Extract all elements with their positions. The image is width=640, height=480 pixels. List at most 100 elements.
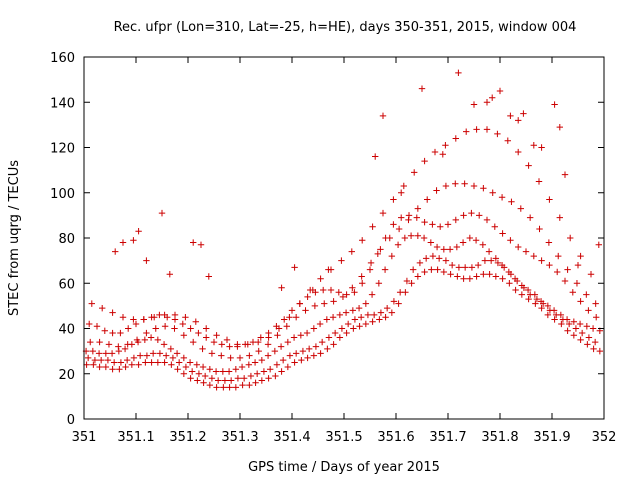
data-point: [141, 336, 149, 344]
data-point: [538, 257, 545, 264]
data-point: [455, 69, 462, 77]
data-point: [507, 112, 514, 120]
data-point: [310, 325, 318, 332]
axis-ticks: 351 351.1 351.2 351.3 351.4 351.5 351.6 351.7 35…: [50, 51, 616, 445]
data-point: [266, 366, 274, 373]
data-point: [115, 343, 122, 350]
data-point: [530, 252, 537, 260]
data-point: [479, 241, 487, 248]
data-point: [379, 112, 387, 120]
data-point: [405, 216, 412, 224]
data-point: [422, 255, 430, 262]
data-point: [403, 277, 411, 285]
data-point: [148, 359, 155, 366]
data-point: [312, 343, 320, 350]
data-point: [480, 185, 487, 192]
data-point: [102, 350, 110, 357]
data-point: [525, 162, 532, 169]
data-point: [424, 196, 431, 203]
data-point: [297, 332, 305, 339]
data-point: [596, 347, 604, 355]
data-point: [206, 381, 214, 389]
data-point: [154, 336, 162, 344]
data-point: [264, 341, 272, 348]
data-point: [206, 366, 214, 373]
data-point: [119, 239, 127, 246]
data-point: [89, 347, 97, 355]
data-point: [398, 189, 405, 196]
data-point: [583, 323, 591, 330]
data-point: [563, 316, 571, 323]
data-point: [330, 298, 337, 305]
data-point: [225, 368, 233, 375]
data-point: [487, 257, 495, 264]
data-point: [283, 323, 290, 330]
data-point: [570, 332, 578, 339]
data-point: [440, 268, 448, 276]
data-point: [86, 320, 93, 328]
data-point: [546, 196, 553, 203]
data-points: [82, 69, 604, 391]
data-point: [375, 280, 383, 287]
data-point: [427, 239, 435, 246]
data-point: [468, 209, 475, 217]
data-point: [152, 325, 159, 332]
data-point: [472, 237, 480, 244]
y-tick-label: 160: [50, 51, 75, 66]
data-point: [255, 347, 262, 355]
data-point: [489, 189, 496, 196]
data-point: [407, 232, 415, 239]
data-point: [109, 366, 116, 373]
data-point: [428, 266, 435, 273]
data-point: [492, 255, 500, 262]
data-point: [533, 295, 541, 303]
data-point: [414, 232, 422, 239]
data-point: [187, 325, 194, 332]
data-point: [265, 334, 272, 341]
data-point: [220, 384, 227, 391]
data-point: [369, 318, 376, 325]
data-point: [96, 363, 103, 371]
data-point: [264, 352, 272, 359]
data-point: [161, 311, 168, 319]
x-tick-label: 351.3: [221, 430, 258, 445]
data-point: [357, 313, 365, 321]
data-point: [351, 316, 359, 323]
data-point: [151, 313, 158, 321]
y-tick-label: 60: [58, 277, 75, 292]
data-point: [512, 286, 519, 294]
data-point: [194, 377, 201, 384]
data-point: [245, 361, 253, 368]
data-point: [190, 239, 197, 246]
data-point: [551, 316, 558, 323]
data-point: [435, 255, 443, 262]
y-tick-label: 140: [50, 96, 75, 111]
data-point: [448, 261, 456, 269]
data-point: [585, 334, 593, 341]
y-tick-label: 40: [58, 323, 75, 338]
data-point: [182, 363, 190, 371]
data-point: [179, 320, 186, 328]
data-point: [193, 361, 201, 368]
data-point: [253, 370, 261, 377]
data-point: [244, 341, 251, 348]
data-point: [212, 368, 220, 375]
data-point: [199, 345, 206, 353]
data-point: [99, 304, 106, 312]
data-point: [336, 311, 344, 319]
data-point: [278, 284, 285, 291]
data-point: [343, 329, 350, 337]
data-point: [573, 280, 581, 287]
data-point: [166, 271, 173, 278]
data-point: [143, 257, 150, 264]
data-point: [499, 230, 506, 237]
data-point: [561, 277, 569, 285]
data-point: [508, 198, 515, 205]
data-point: [260, 368, 268, 375]
data-point: [121, 345, 129, 353]
data-point: [252, 379, 259, 386]
data-point: [486, 271, 493, 278]
data-point: [304, 293, 311, 301]
data-point: [234, 341, 241, 348]
